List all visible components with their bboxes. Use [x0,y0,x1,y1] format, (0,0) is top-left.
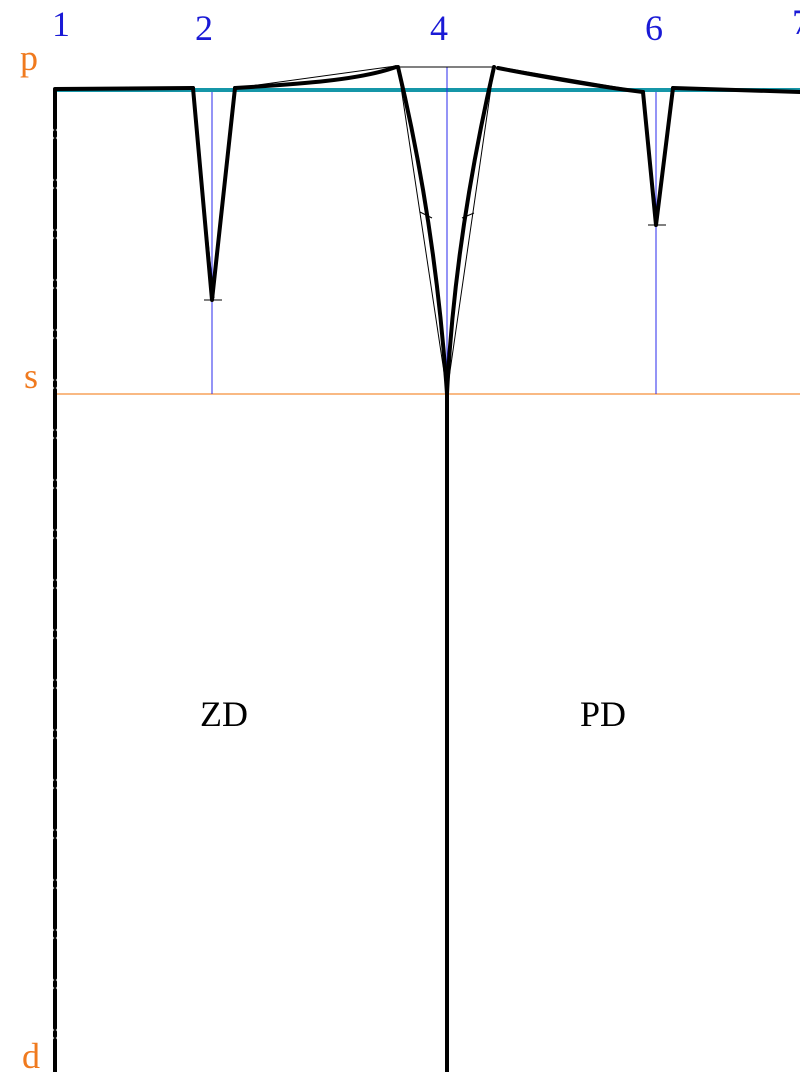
front-piece-label: PD [580,694,626,734]
back-waist-curve [233,65,398,90]
front-waist-curve [496,66,645,94]
hip-curve-front [445,65,496,396]
column-label-6: 6 [645,8,663,48]
column-label-4: 4 [430,8,448,48]
back-piece-label: ZD [200,694,248,734]
waist-level-label: p [20,38,38,78]
column-label-7: 7 [792,2,800,42]
column-label-2: 2 [195,8,213,48]
hip-curve-back [396,65,449,396]
hip-level-label: s [24,356,38,396]
front-waist-seam [671,86,800,94]
back-waist-seam [53,86,195,91]
front-dart [641,86,675,227]
hem-level-label: d [22,1036,40,1072]
column-label-1: 1 [52,4,70,44]
back-dart [191,86,237,302]
pattern-outline [53,65,800,1072]
